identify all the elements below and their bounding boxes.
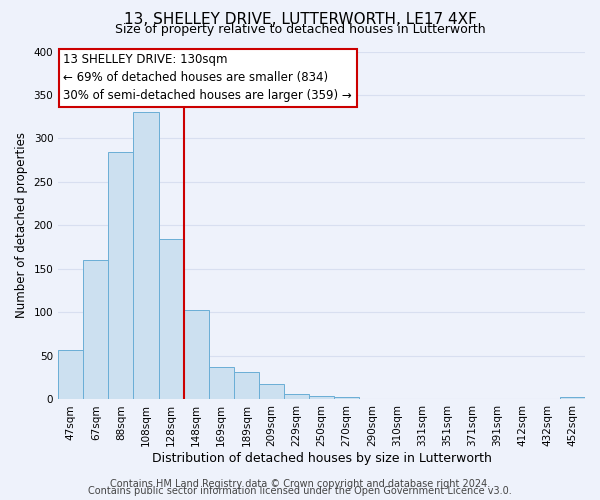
Bar xyxy=(83,260,109,400)
Bar xyxy=(334,397,359,400)
Text: Contains public sector information licensed under the Open Government Licence v3: Contains public sector information licen… xyxy=(88,486,512,496)
Bar xyxy=(284,394,309,400)
X-axis label: Distribution of detached houses by size in Lutterworth: Distribution of detached houses by size … xyxy=(152,452,491,465)
Bar xyxy=(58,350,83,400)
Bar xyxy=(560,397,585,400)
Bar xyxy=(109,152,133,400)
Bar xyxy=(309,396,334,400)
Bar xyxy=(234,372,259,400)
Text: 13, SHELLEY DRIVE, LUTTERWORTH, LE17 4XF: 13, SHELLEY DRIVE, LUTTERWORTH, LE17 4XF xyxy=(124,12,476,28)
Bar xyxy=(133,112,158,400)
Bar xyxy=(209,368,234,400)
Text: 13 SHELLEY DRIVE: 130sqm
← 69% of detached houses are smaller (834)
30% of semi-: 13 SHELLEY DRIVE: 130sqm ← 69% of detach… xyxy=(64,53,352,102)
Bar xyxy=(259,384,284,400)
Text: Size of property relative to detached houses in Lutterworth: Size of property relative to detached ho… xyxy=(115,22,485,36)
Bar xyxy=(184,310,209,400)
Text: Contains HM Land Registry data © Crown copyright and database right 2024.: Contains HM Land Registry data © Crown c… xyxy=(110,479,490,489)
Bar xyxy=(158,238,184,400)
Y-axis label: Number of detached properties: Number of detached properties xyxy=(15,132,28,318)
